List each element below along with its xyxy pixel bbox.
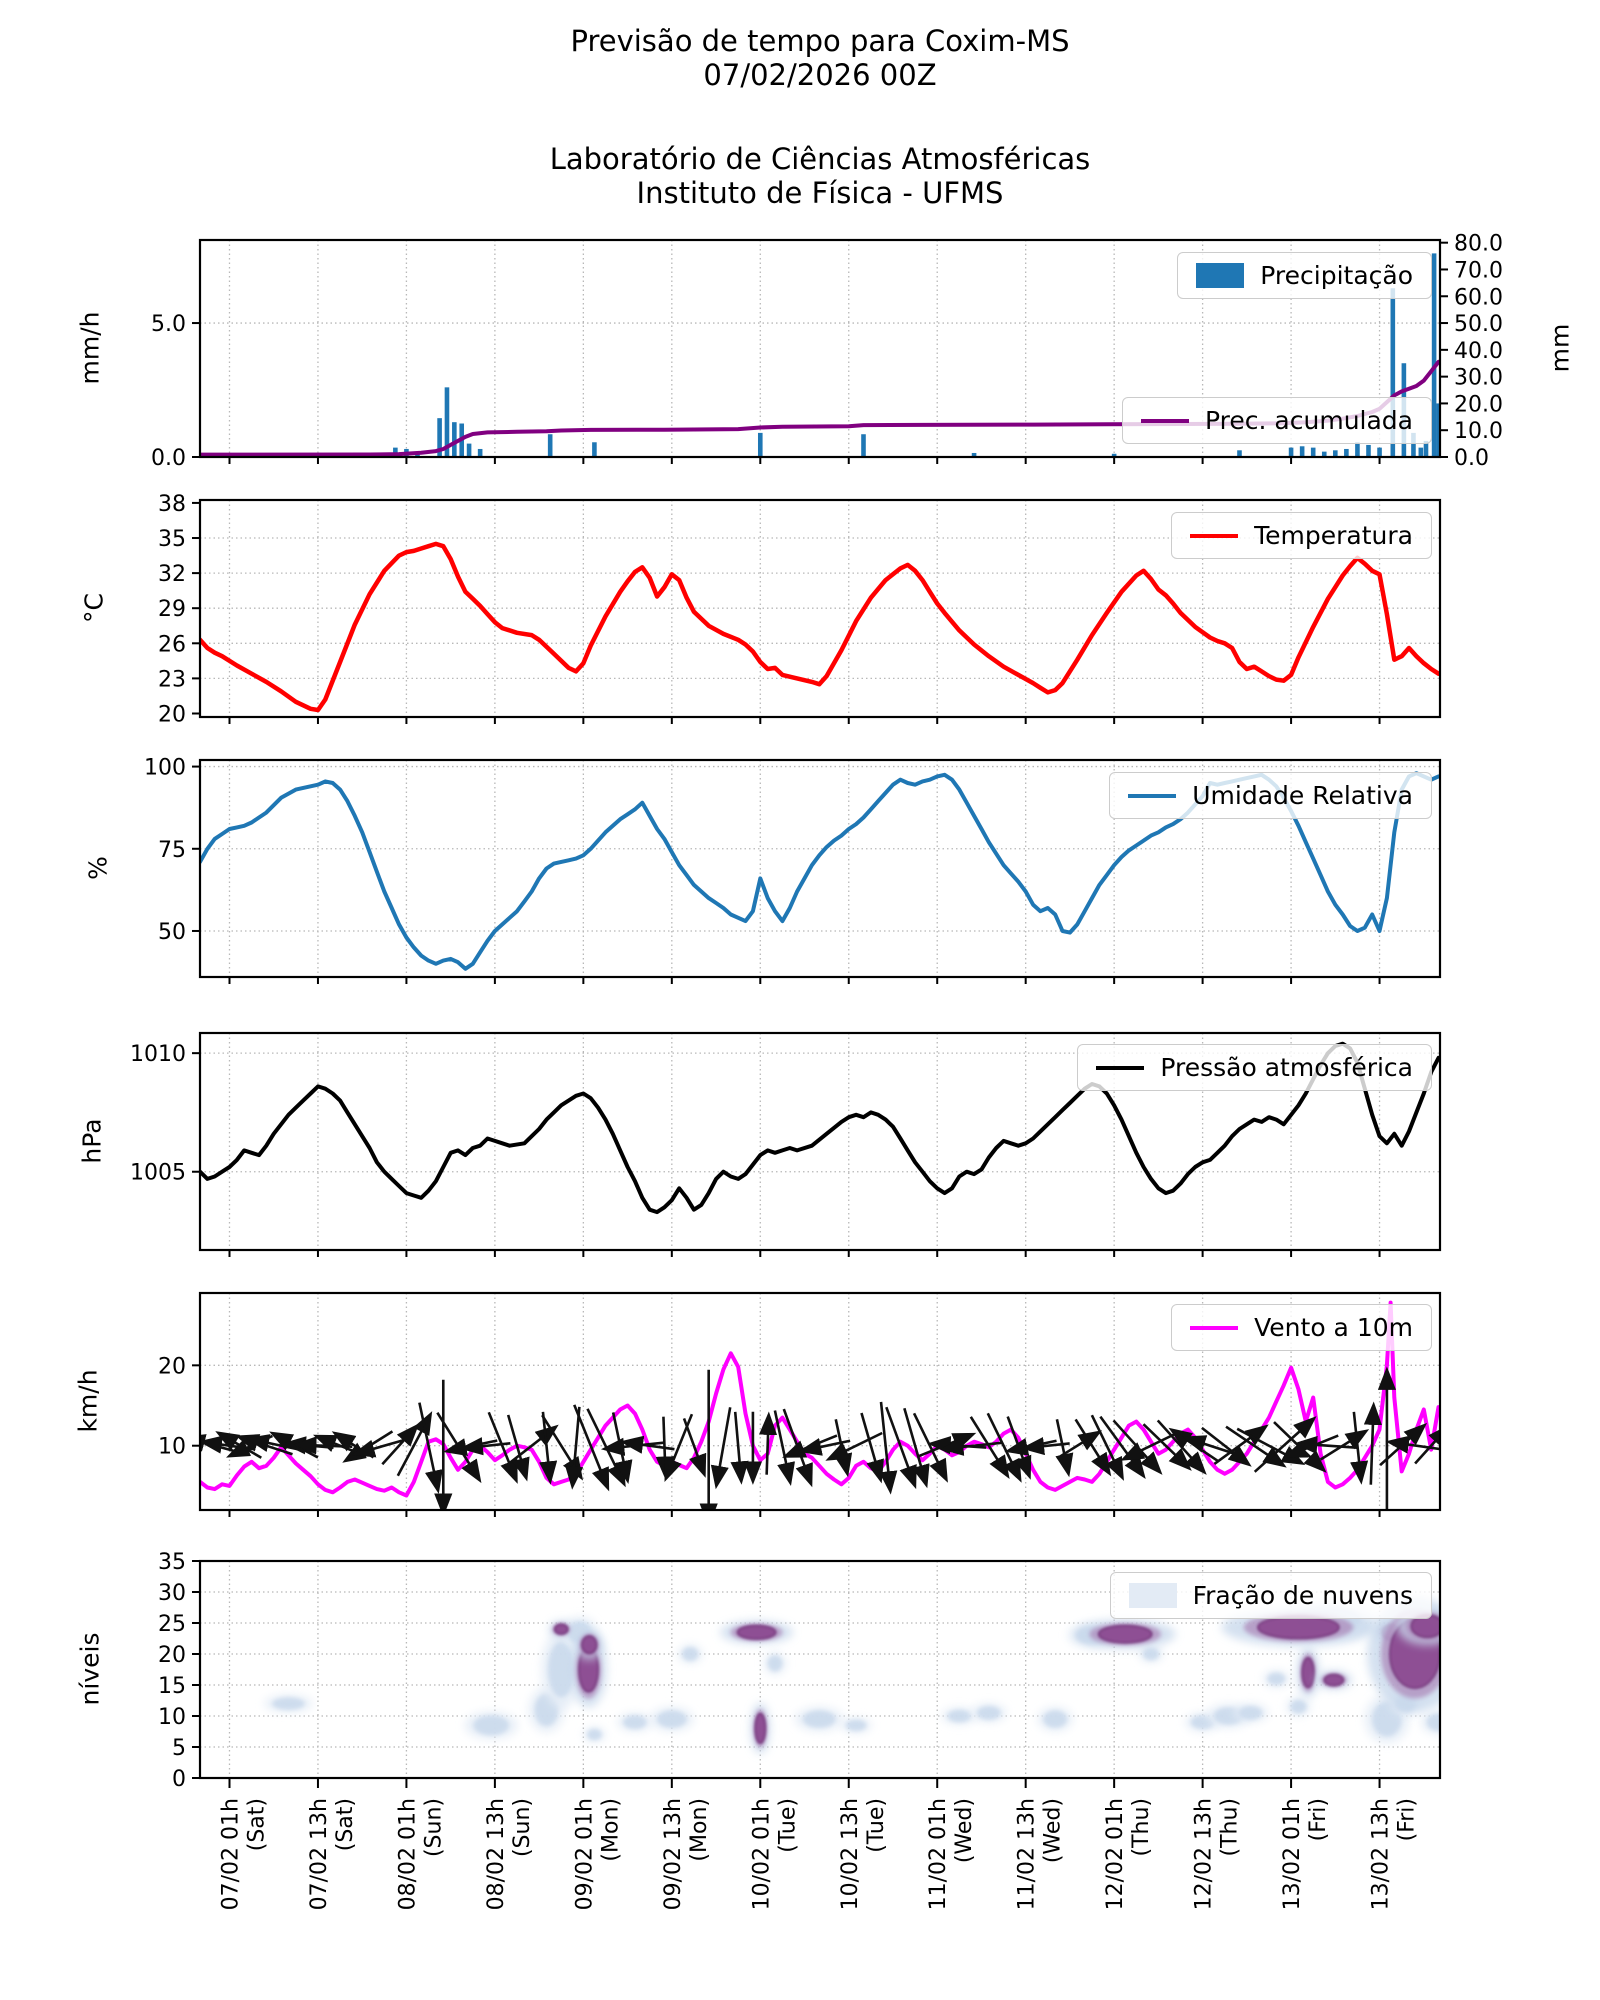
pressure-line-swatch-icon (1096, 1065, 1145, 1070)
svg-text:40.0: 40.0 (1454, 339, 1503, 364)
legend-precipitation: Precipitação (1177, 252, 1432, 299)
humidity-line-swatch-icon (1128, 793, 1177, 798)
svg-text:30.0: 30.0 (1454, 366, 1503, 391)
legend-humidity: Umidade Relativa (1109, 772, 1432, 819)
panel-wind: 10 20 (158, 1291, 1442, 1517)
legend-cloud-fraction: Fração de nuvens (1109, 1572, 1432, 1619)
legend-temperature: Temperatura (1171, 512, 1432, 559)
svg-text:0.0: 0.0 (1454, 446, 1489, 471)
panel-precipitation: 0.05.00.010.020.030.040.050.060.070.080.… (151, 232, 1503, 471)
svg-text:5: 5 (172, 1736, 186, 1761)
svg-text:09/02 13h(Mon): 09/02 13h(Mon) (661, 1798, 712, 1910)
wind-line-swatch-icon (1190, 1325, 1239, 1330)
legend-humidity-label: Umidade Relativa (1192, 781, 1413, 810)
svg-text:30: 30 (158, 1581, 186, 1606)
legend-temperature-label: Temperatura (1254, 521, 1413, 550)
institution-line-2: Instituto de Física - UFMS (636, 176, 1004, 210)
legend-wind-label: Vento a 10m (1254, 1313, 1413, 1342)
svg-text:20: 20 (158, 1354, 186, 1379)
svg-text:23: 23 (158, 667, 186, 692)
temperature-line-swatch-icon (1190, 533, 1239, 538)
legend-accumulated: Prec. acumulada (1122, 397, 1432, 444)
svg-text:12/02 01h(Thu): 12/02 01h(Thu) (1103, 1798, 1154, 1910)
svg-text:10/02 13h(Tue): 10/02 13h(Tue) (838, 1798, 889, 1910)
svg-text:09/02 01h(Mon): 09/02 01h(Mon) (572, 1798, 623, 1910)
svg-text:75: 75 (158, 838, 186, 863)
svg-text:1010: 1010 (130, 1042, 186, 1067)
svg-text:10/02 01h(Tue): 10/02 01h(Tue) (749, 1798, 800, 1910)
x-axis-labels: 07/02 01h(Sat) 07/02 13h(Sat) 08/02 01h(Su… (218, 1798, 1419, 1910)
svg-text:32: 32 (158, 562, 186, 587)
svg-text:10.0: 10.0 (1454, 419, 1503, 444)
panel-temperature: 20 23 26 29 32 35 38 (158, 492, 1442, 727)
panel-pressure: 1005 1010 (130, 1031, 1442, 1257)
svg-text:07/02 01h(Sat): 07/02 01h(Sat) (218, 1798, 269, 1910)
svg-text:35: 35 (158, 527, 186, 552)
svg-text:08/02 01h(Sun): 08/02 01h(Sun) (395, 1798, 446, 1910)
svg-text:20: 20 (158, 1643, 186, 1668)
cloud-fraction-swatch-icon (1128, 1583, 1177, 1608)
legend-pressure-label: Pressão atmosférica (1160, 1053, 1413, 1082)
svg-text:50: 50 (158, 920, 186, 945)
legend-pressure: Pressão atmosférica (1077, 1044, 1432, 1091)
institution-line-1: Laboratório de Ciências Atmosféricas (549, 142, 1091, 176)
svg-text:20: 20 (158, 702, 186, 727)
legend-wind: Vento a 10m (1171, 1304, 1432, 1351)
svg-text:0: 0 (172, 1767, 186, 1792)
svg-text:38: 38 (158, 492, 186, 517)
svg-text:12/02 13h(Thu): 12/02 13h(Thu) (1192, 1798, 1243, 1910)
svg-text:13/02 13h(Fri): 13/02 13h(Fri) (1369, 1798, 1420, 1910)
page-subtitle-date: 07/02/2026 00Z (703, 58, 937, 92)
svg-text:29: 29 (158, 597, 186, 622)
svg-text:08/02 13h(Sun): 08/02 13h(Sun) (484, 1798, 535, 1910)
svg-text:1005: 1005 (130, 1161, 186, 1186)
legend-cloud-fraction-label: Fração de nuvens (1192, 1581, 1413, 1610)
svg-text:11/02 13h(Wed): 11/02 13h(Wed) (1015, 1798, 1066, 1910)
svg-text:26: 26 (158, 632, 186, 657)
svg-text:11/02 01h(Wed): 11/02 01h(Wed) (926, 1798, 977, 1910)
svg-text:07/02 13h(Sat): 07/02 13h(Sat) (307, 1798, 358, 1910)
svg-text:15: 15 (158, 1674, 186, 1699)
accumulated-line-swatch-icon (1141, 418, 1190, 423)
svg-text:35: 35 (158, 1550, 186, 1575)
svg-text:80.0: 80.0 (1454, 232, 1503, 257)
legend-accumulated-label: Prec. acumulada (1205, 406, 1413, 435)
panel-clouds: 0 5 10 15 20 25 30 35 (158, 1550, 1442, 1792)
svg-text:100: 100 (144, 756, 186, 781)
svg-text:50.0: 50.0 (1454, 312, 1503, 337)
svg-text:5.0: 5.0 (151, 312, 186, 337)
precipitation-swatch-icon (1196, 263, 1245, 288)
svg-text:60.0: 60.0 (1454, 285, 1503, 310)
legend-precipitation-label: Precipitação (1260, 261, 1413, 290)
svg-text:70.0: 70.0 (1454, 258, 1503, 283)
svg-text:20.0: 20.0 (1454, 392, 1503, 417)
page-title: Previsão de tempo para Coxim-MS (570, 24, 1070, 58)
svg-text:25: 25 (158, 1612, 186, 1637)
svg-text:0.0: 0.0 (151, 446, 186, 471)
svg-text:13/02 01h(Fri): 13/02 01h(Fri) (1280, 1798, 1331, 1910)
svg-text:10: 10 (158, 1705, 186, 1730)
svg-text:10: 10 (158, 1435, 186, 1460)
